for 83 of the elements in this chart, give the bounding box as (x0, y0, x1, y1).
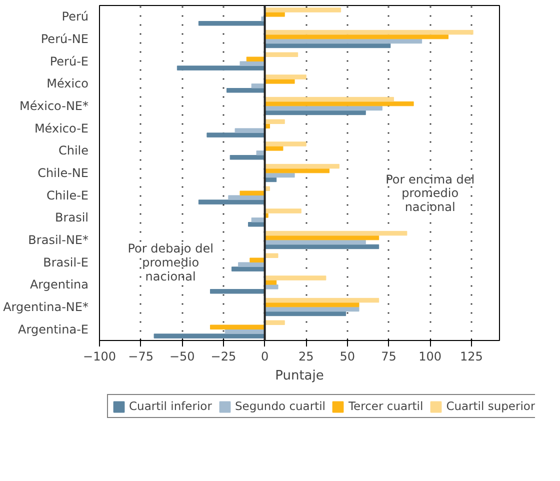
bar (228, 195, 266, 200)
bar (176, 66, 266, 70)
y-tick-label: Chile-E (46, 188, 89, 202)
y-tick-label: Chile (58, 144, 89, 158)
bar (264, 101, 414, 106)
bar (264, 298, 380, 303)
bar (231, 266, 266, 272)
bar (264, 168, 330, 174)
y-tick-label: Perú-NE (40, 32, 89, 46)
bar (238, 262, 266, 267)
bar (248, 222, 266, 227)
bar (264, 110, 366, 116)
bar (264, 235, 380, 240)
bar (264, 230, 408, 236)
y-tick-label: Perú-E (50, 54, 89, 68)
x-tick-label: −50 (169, 350, 195, 364)
bar (240, 61, 266, 66)
annotation: Por debajo del promedio nacional (128, 242, 214, 284)
x-tick-label: 25 (298, 350, 314, 364)
y-tick-label: Perú (62, 10, 89, 24)
y-tick-label: Chile-NE (38, 166, 89, 180)
bar (264, 306, 360, 312)
bar (198, 200, 266, 204)
y-tick-label: Brasil-E (43, 255, 89, 270)
x-tick-label: −100 (83, 350, 116, 364)
x-tick-label: 75 (381, 350, 396, 364)
y-tick-label: Argentina-NE* (3, 300, 89, 314)
bar (264, 34, 449, 40)
bar (264, 74, 306, 80)
bar (240, 190, 266, 196)
bar (210, 288, 266, 294)
bar (264, 320, 285, 326)
y-tick-label: Argentina-E (18, 322, 89, 336)
bar (224, 329, 266, 334)
bar (230, 154, 266, 160)
bar (264, 119, 285, 124)
bar (256, 150, 266, 156)
bar (264, 106, 382, 111)
bar (154, 334, 266, 338)
bar (234, 128, 266, 133)
y-tick-label: Argentina (30, 278, 89, 292)
y-tick-label: Brasil (55, 210, 89, 225)
x-tick-label: −25 (210, 350, 236, 364)
bar (250, 258, 266, 262)
bar (264, 8, 342, 12)
x-tick-label: 100 (418, 350, 442, 364)
bar (264, 142, 306, 146)
bar (264, 38, 422, 44)
bar (251, 218, 266, 222)
y-tick-label: México-E (34, 121, 89, 136)
legend-label: Segundo cuartil (234, 399, 326, 413)
x-tick-label: −75 (128, 350, 154, 364)
bar (264, 172, 295, 178)
legend-label: Cuartil superior (446, 399, 536, 413)
y-tick-label: México-NE* (19, 99, 89, 113)
bar (226, 88, 266, 93)
annotation: Por encima del promedio nacional (386, 172, 475, 214)
bar (264, 52, 298, 58)
bar (264, 30, 474, 35)
y-tick-label: México (46, 76, 89, 91)
bar (210, 324, 266, 330)
bar (206, 132, 266, 138)
bar (264, 164, 340, 169)
bar (264, 96, 394, 102)
bar (246, 56, 266, 62)
bar (198, 20, 266, 26)
bar (264, 79, 295, 84)
x-tick-label: 50 (340, 350, 356, 364)
bar (264, 240, 366, 245)
bar (264, 311, 346, 316)
bar (264, 43, 391, 48)
bar (251, 84, 266, 88)
x-tick-label: 0 (260, 350, 269, 364)
legend-label: Cuartil inferior (129, 399, 212, 413)
bar (264, 208, 302, 214)
x-axis-title: Puntaje (275, 368, 324, 384)
legend-label: Tercer cuartil (348, 399, 424, 413)
bar (264, 302, 360, 308)
bar (264, 244, 380, 250)
bar (264, 253, 278, 258)
y-tick-label: Brasil-NE* (28, 233, 88, 247)
x-tick-label: 125 (460, 350, 483, 364)
bar (264, 276, 326, 280)
